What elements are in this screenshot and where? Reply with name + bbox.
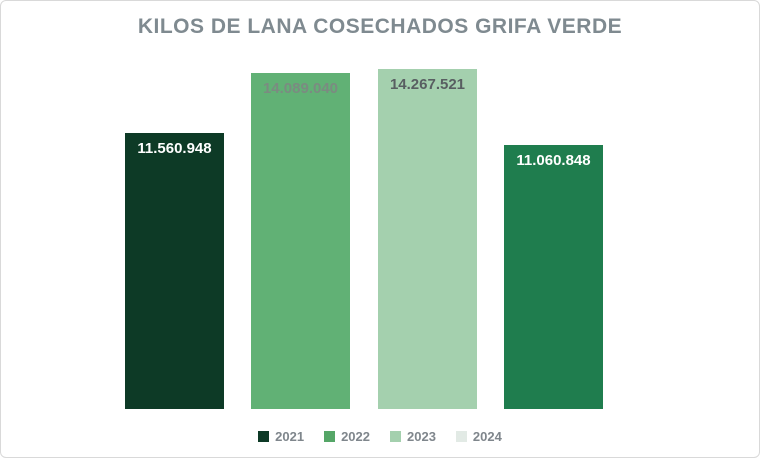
bar-value-label: 11.060.848 xyxy=(516,152,591,169)
bar-2024: 11.060.848 xyxy=(504,145,603,409)
bar-2022: 14.089.040 xyxy=(251,73,350,409)
legend-item-2022: 2022 xyxy=(324,429,370,444)
legend-label: 2024 xyxy=(472,429,502,444)
bar-value-label: 14.089.040 xyxy=(262,80,339,97)
bar-value-label: 11.560.948 xyxy=(137,140,212,157)
legend-item-2024: 2024 xyxy=(455,429,502,444)
bar-2021: 11.560.948 xyxy=(125,133,224,409)
bar-value-label: 14.267.521 xyxy=(389,76,466,93)
legend-swatch-icon xyxy=(390,431,401,442)
legend-label: 2021 xyxy=(275,429,305,444)
legend-item-2021: 2021 xyxy=(258,429,304,444)
legend-label: 2022 xyxy=(341,429,370,444)
legend-item-2023: 2023 xyxy=(390,429,436,444)
legend-swatch-icon xyxy=(258,431,270,442)
legend-swatch-icon xyxy=(455,431,467,442)
legend: 2021 2022 2023 2024 xyxy=(1,429,759,444)
legend-swatch-icon xyxy=(324,431,336,442)
bar-2023: 14.267.521 xyxy=(378,69,477,409)
chart-title: KILOS DE LANA COSECHADOS GRIFA VERDE xyxy=(137,15,623,38)
legend-label: 2023 xyxy=(407,429,436,444)
